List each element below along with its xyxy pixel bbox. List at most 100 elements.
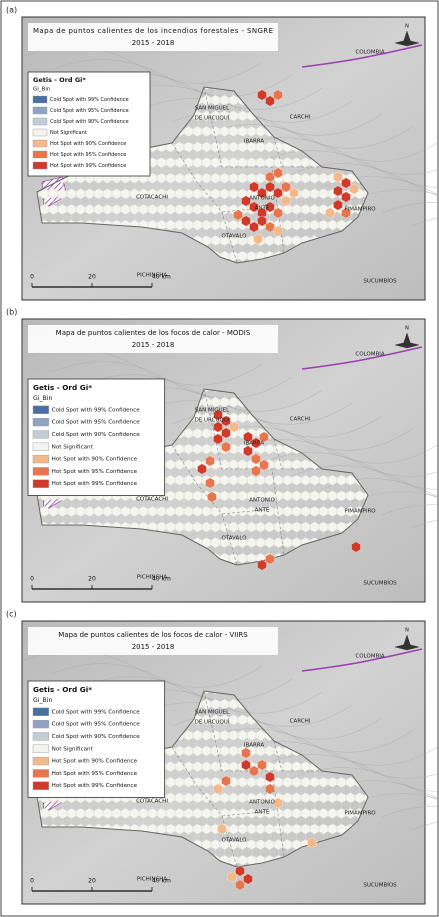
legend-swatch — [32, 418, 49, 427]
legend-swatch — [32, 405, 49, 414]
hot-spot-cell — [213, 433, 223, 445]
legend-label: Hot Spot with 99% Confidence — [52, 481, 138, 487]
legend-swatch — [32, 139, 48, 148]
legend-swatch — [32, 106, 48, 115]
hot-spot-cell — [243, 445, 253, 457]
hot-spot-cell — [333, 171, 343, 183]
legend-swatch — [32, 95, 48, 104]
hot-spot-cell — [273, 167, 283, 179]
hot-spot-cell — [265, 771, 275, 783]
legend-label: Not Significant — [52, 444, 94, 450]
place-label: ANTE — [255, 810, 270, 816]
hot-spot-cell — [265, 201, 275, 213]
hot-spot-cell — [243, 873, 253, 885]
map-title: Mapa de puntos calientes de los focos de… — [56, 329, 251, 337]
scale-label: 40 km — [152, 274, 171, 281]
hot-spot-cell — [221, 775, 231, 787]
canton-boundary — [171, 86, 322, 264]
place-label: DE URCUQUÍ — [195, 417, 230, 424]
panel-label: (c) — [6, 610, 17, 619]
hot-spot-cell — [265, 95, 275, 107]
relief-ridge — [51, 361, 293, 399]
hot-spot-cell — [213, 421, 223, 433]
hot-spot-cell — [251, 437, 261, 449]
legend-swatch — [32, 756, 49, 766]
hot-spot-cell — [249, 765, 259, 777]
hot-spot-cell — [197, 463, 207, 475]
place-label: ANTONIO — [249, 196, 275, 202]
hot-spot-cell — [257, 215, 267, 227]
legend-swatch — [32, 769, 49, 778]
relief-ridge — [321, 176, 439, 196]
hot-spot-cell — [307, 837, 317, 849]
place-label: ANTONIO — [249, 498, 275, 504]
hot-spot-cell — [233, 209, 243, 221]
hot-spot-cell — [265, 181, 275, 193]
hot-spot-cell — [205, 477, 215, 489]
relief-ridge — [351, 491, 439, 503]
legend-swatch — [32, 781, 49, 790]
place-label: COLOMBIA — [355, 352, 385, 358]
legend-box — [27, 378, 166, 496]
place-label: OTAVALO — [221, 536, 247, 542]
place-label: SUCUMBÍOS — [363, 278, 397, 285]
hot-spot-cell — [217, 823, 227, 835]
hot-spot-cell — [341, 207, 351, 219]
legend-label: Hot Spot with 95% Confidence — [50, 152, 126, 158]
legend-label: Hot Spot with 95% Confidence — [52, 771, 138, 777]
legend-label: Cold Spot with 99% Confidence — [52, 709, 141, 715]
hot-spot-cell — [249, 201, 259, 213]
hot-spot-cell — [241, 759, 251, 771]
north-arrow — [394, 634, 420, 651]
map: COLOMBIA SAN MIGUEL DE URCUQUÍ IBARRA CARCHI… — [21, 16, 439, 301]
place-label: COLOMBIA — [355, 50, 385, 56]
hot-spot-cell — [205, 455, 215, 467]
legend-label: Hot Spot with 90% Confidence — [52, 759, 138, 765]
place-label: PICHINCHA — [137, 877, 168, 883]
legend-swatch — [32, 707, 49, 716]
legend-box — [27, 680, 166, 798]
legend-box — [27, 71, 151, 177]
legend-label: Not Significant — [50, 130, 87, 136]
place-label: COLOMBIA — [355, 654, 385, 660]
relief-ridge — [141, 400, 383, 438]
relief-ridge — [381, 504, 439, 516]
hot-spot-cell — [325, 207, 335, 219]
legend-field: Gi_Bin — [33, 87, 51, 93]
place-label: COTACACHI — [136, 497, 168, 503]
north-arrow — [394, 332, 420, 349]
scale-label: 40 km — [152, 878, 171, 885]
place-label: COTACACHI — [136, 195, 168, 201]
relief-ridge — [51, 59, 293, 97]
map-subtitle: 2015 - 2018 — [132, 39, 175, 47]
study-area — [36, 690, 369, 868]
place-label: PIMAMPIRO — [344, 811, 376, 817]
place-label: PICHINCHA — [137, 273, 168, 279]
hot-spot-cell — [273, 207, 283, 219]
international-border — [301, 346, 423, 370]
legend-label: Cold Spot with 95% Confidence — [52, 420, 141, 426]
hot-spot-cell — [259, 459, 269, 471]
map-subtitle: 2015 - 2018 — [132, 341, 175, 349]
place-label: PICHINCHA — [137, 575, 168, 581]
hot-spot-cell — [281, 195, 291, 207]
relief-ridge — [291, 767, 439, 801]
hot-spot-cell — [289, 187, 299, 199]
scale-label: 0 — [30, 576, 34, 583]
scale-label: 20 — [88, 274, 96, 281]
legend-swatch — [32, 117, 48, 126]
hot-spot-cell — [213, 783, 223, 795]
hot-spot-cell — [257, 187, 267, 199]
legend-label: Cold Spot with 99% Confidence — [50, 97, 129, 103]
scale-label: 40 km — [152, 576, 171, 583]
relief-ridge — [321, 780, 439, 800]
legend-label: Cold Spot with 95% Confidence — [52, 722, 141, 728]
hot-spot-cell — [257, 559, 267, 571]
title-box — [28, 627, 278, 655]
hot-spot-cell — [351, 541, 361, 553]
study-area — [36, 86, 369, 264]
